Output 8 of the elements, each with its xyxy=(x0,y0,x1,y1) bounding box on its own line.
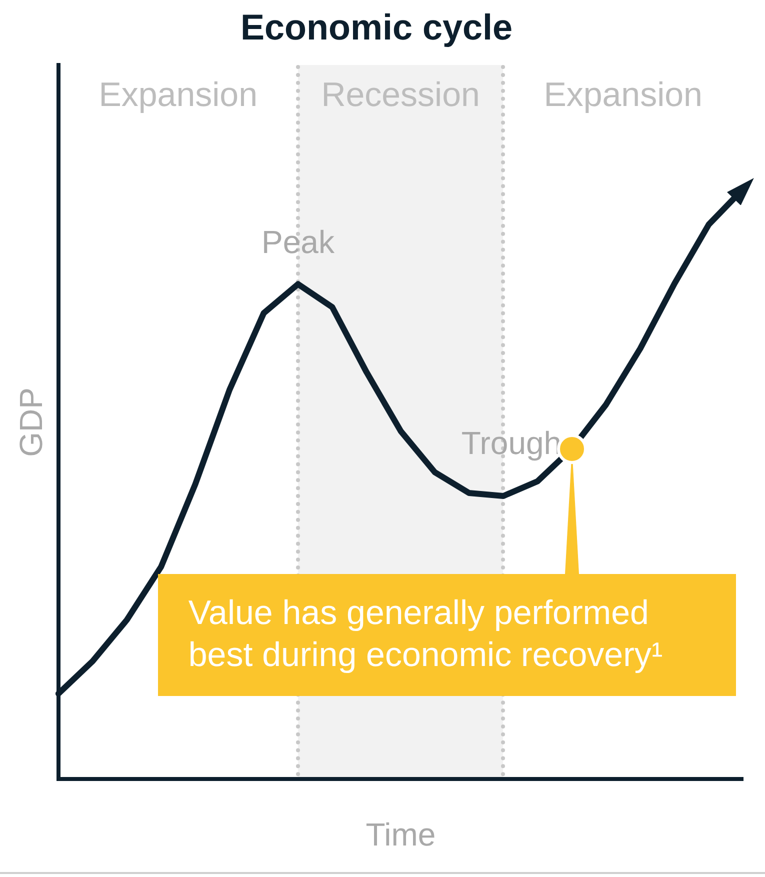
text: Expansion xyxy=(544,76,702,115)
annotation: Trough xyxy=(461,425,562,462)
annotation: Value has generally performed best during economic recovery¹ xyxy=(158,574,736,696)
y-axis-title: GDP xyxy=(13,388,50,457)
chart-title: Economic cycle xyxy=(240,6,513,48)
text: Expansion xyxy=(98,76,258,115)
x-axis-title: Time xyxy=(366,816,436,853)
annotation: Peak xyxy=(262,224,334,261)
